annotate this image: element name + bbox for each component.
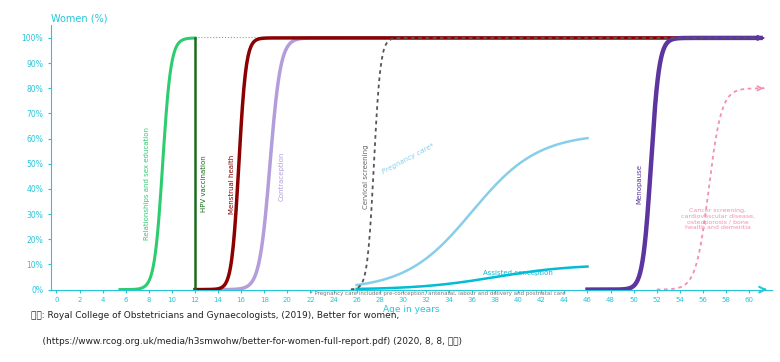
Text: Relationships and sex education: Relationships and sex education: [144, 127, 150, 240]
Text: 출처: Royal College of Obstetricians and Gynaecologists, (2019), Better for women,: 출처: Royal College of Obstetricians and G…: [31, 311, 399, 320]
Text: Menopause: Menopause: [636, 164, 643, 204]
Text: Contraception: Contraception: [278, 152, 285, 201]
Text: Menstrual health: Menstrual health: [229, 154, 235, 214]
Text: Cervical screening: Cervical screening: [363, 144, 369, 209]
Text: Assisted conception: Assisted conception: [484, 270, 553, 276]
X-axis label: Age in years: Age in years: [383, 305, 440, 313]
Text: HPV vaccination: HPV vaccination: [200, 156, 207, 212]
Text: Pregnancy care*: Pregnancy care*: [381, 142, 436, 175]
Text: (https://www.rcog.org.uk/media/h3smwohw/better-for-women-full-report.pdf) (2020,: (https://www.rcog.org.uk/media/h3smwohw/…: [31, 337, 463, 346]
Text: * Pregnancy care includes pre-conception, antenatal, labour and delivery and pos: * Pregnancy care includes pre-conception…: [310, 291, 566, 296]
Text: Cancer screening,
cardiovascular disease,
osteoporosis / bone
health and dementi: Cancer screening, cardiovascular disease…: [681, 208, 755, 230]
Text: Women (%): Women (%): [51, 13, 107, 23]
